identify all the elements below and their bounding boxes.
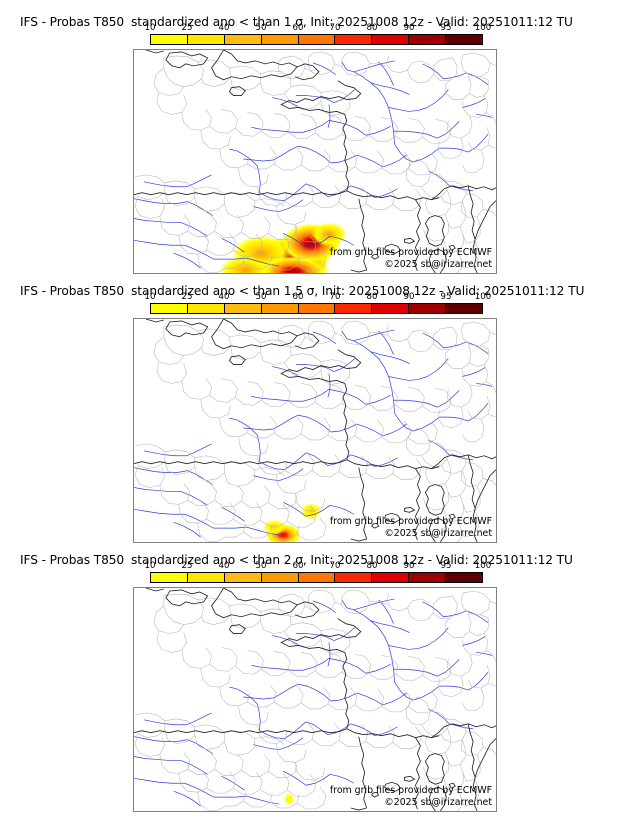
colorbar-tick-90: 90 <box>403 561 415 571</box>
colorbar-segment-70-80 <box>335 304 373 313</box>
colorbar-3: 10 25 40 50 60 70 80 90 95 100 <box>145 561 492 583</box>
panel-title-main-2: standardized ano < than 1.5 σ, Init: 202… <box>131 284 585 298</box>
colorbar-tick-25: 25 <box>181 23 193 33</box>
colorbar-tick-60: 60 <box>292 561 304 571</box>
colorbar-tick-80: 80 <box>366 561 378 571</box>
colorbar-tick-100: 100 <box>474 23 492 33</box>
map-svg-1 <box>134 50 496 273</box>
probability-field-2 <box>262 502 322 542</box>
colorbar-segment-70-80 <box>335 35 373 44</box>
colorbar-segment-95-100 <box>446 35 483 44</box>
colorbar-ticks-1: 10 25 40 50 60 70 80 90 95 100 <box>145 23 492 34</box>
colorbar-tick-90: 90 <box>403 292 415 302</box>
colorbar-segment-50-60 <box>261 304 299 313</box>
colorbar-segment-80-90 <box>372 35 410 44</box>
colorbar-tick-40: 40 <box>218 292 230 302</box>
colorbar-tick-70: 70 <box>329 23 341 33</box>
colorbar-tick-90: 90 <box>403 23 415 33</box>
colorbar-ticks-2: 10 25 40 50 60 70 80 90 95 100 <box>145 292 492 303</box>
colorbar-segment-25-40 <box>187 35 225 44</box>
colorbar-segment-70-80 <box>335 573 373 582</box>
colorbar-segment-60-70 <box>298 573 336 582</box>
colorbar-tick-80: 80 <box>366 292 378 302</box>
map-svg-3 <box>134 588 496 811</box>
colorbar-segment-90-95 <box>409 35 447 44</box>
colorbar-segment-50-60 <box>261 573 299 582</box>
panel-title-1: IFS - Probas T850 standardized ano < than… <box>20 14 573 30</box>
colorbar-segment-10-25 <box>151 35 188 44</box>
colorbar-tick-95: 95 <box>440 23 452 33</box>
colorbar-1: 10 25 40 50 60 70 80 90 95 100 <box>145 23 492 45</box>
panel-title-prefix-2: IFS - Probas T850 <box>20 284 125 298</box>
map-panel-2: IFS - Probas T850 standardized ano < than… <box>0 283 630 547</box>
colorbar-segment-50-60 <box>261 35 299 44</box>
colorbar-tick-50: 50 <box>255 561 267 571</box>
colorbar-segment-95-100 <box>446 573 483 582</box>
panel-title-main-1: standardized ano < than 1 σ, Init: 20251… <box>131 15 573 29</box>
colorbar-tick-10: 10 <box>144 292 156 302</box>
colorbar-segment-90-95 <box>409 573 447 582</box>
colorbar-tick-60: 60 <box>292 292 304 302</box>
colorbar-tick-60: 60 <box>292 23 304 33</box>
colorbar-segment-80-90 <box>372 304 410 313</box>
map-canvas-3[interactable]: from grib files provided by ECMWF ©2025 … <box>133 587 497 812</box>
colorbar-ticks-3: 10 25 40 50 60 70 80 90 95 100 <box>145 561 492 572</box>
colorbar-segment-40-50 <box>224 35 262 44</box>
colorbar-segment-10-25 <box>151 304 188 313</box>
map-panel-3: IFS - Probas T850 standardized ano < than… <box>0 552 630 816</box>
colorbar-tick-100: 100 <box>474 561 492 571</box>
colorbar-tick-25: 25 <box>181 292 193 302</box>
colorbar-segment-40-50 <box>224 573 262 582</box>
colorbar-tick-40: 40 <box>218 23 230 33</box>
colorbar-tick-100: 100 <box>474 292 492 302</box>
map-canvas-1[interactable]: from grib files provided by ECMWF ©2025 … <box>133 49 497 274</box>
colorbar-tick-10: 10 <box>144 561 156 571</box>
colorbar-segment-60-70 <box>298 304 336 313</box>
panel-title-3: IFS - Probas T850 standardized ano < than… <box>20 552 573 568</box>
colorbar-swatches-1 <box>150 34 483 45</box>
colorbar-tick-95: 95 <box>440 561 452 571</box>
colorbar-tick-80: 80 <box>366 23 378 33</box>
colorbar-tick-25: 25 <box>181 561 193 571</box>
probability-field-3 <box>284 793 295 806</box>
colorbar-tick-40: 40 <box>218 561 230 571</box>
panel-title-prefix-1: IFS - Probas T850 <box>20 15 125 29</box>
colorbar-segment-90-95 <box>409 304 447 313</box>
map-panel-1: IFS - Probas T850 standardized ano < than… <box>0 14 630 278</box>
colorbar-tick-95: 95 <box>440 292 452 302</box>
colorbar-swatches-2 <box>150 303 483 314</box>
colorbar-tick-70: 70 <box>329 292 341 302</box>
colorbar-tick-10: 10 <box>144 23 156 33</box>
colorbar-segment-40-50 <box>224 304 262 313</box>
colorbar-tick-70: 70 <box>329 561 341 571</box>
colorbar-tick-50: 50 <box>255 292 267 302</box>
panel-title-2: IFS - Probas T850 standardized ano < than… <box>20 283 584 299</box>
colorbar-2: 10 25 40 50 60 70 80 90 95 100 <box>145 292 492 314</box>
colorbar-segment-25-40 <box>187 304 225 313</box>
colorbar-tick-50: 50 <box>255 23 267 33</box>
colorbar-segment-60-70 <box>298 35 336 44</box>
colorbar-swatches-3 <box>150 572 483 583</box>
colorbar-segment-80-90 <box>372 573 410 582</box>
colorbar-segment-10-25 <box>151 573 188 582</box>
colorbar-segment-25-40 <box>187 573 225 582</box>
map-svg-2 <box>134 319 496 542</box>
map-canvas-2[interactable]: from grib files provided by ECMWF ©2025 … <box>133 318 497 543</box>
colorbar-segment-95-100 <box>446 304 483 313</box>
panel-title-main-3: standardized ano < than 2 σ, Init: 20251… <box>131 553 573 567</box>
panel-title-prefix-3: IFS - Probas T850 <box>20 553 125 567</box>
